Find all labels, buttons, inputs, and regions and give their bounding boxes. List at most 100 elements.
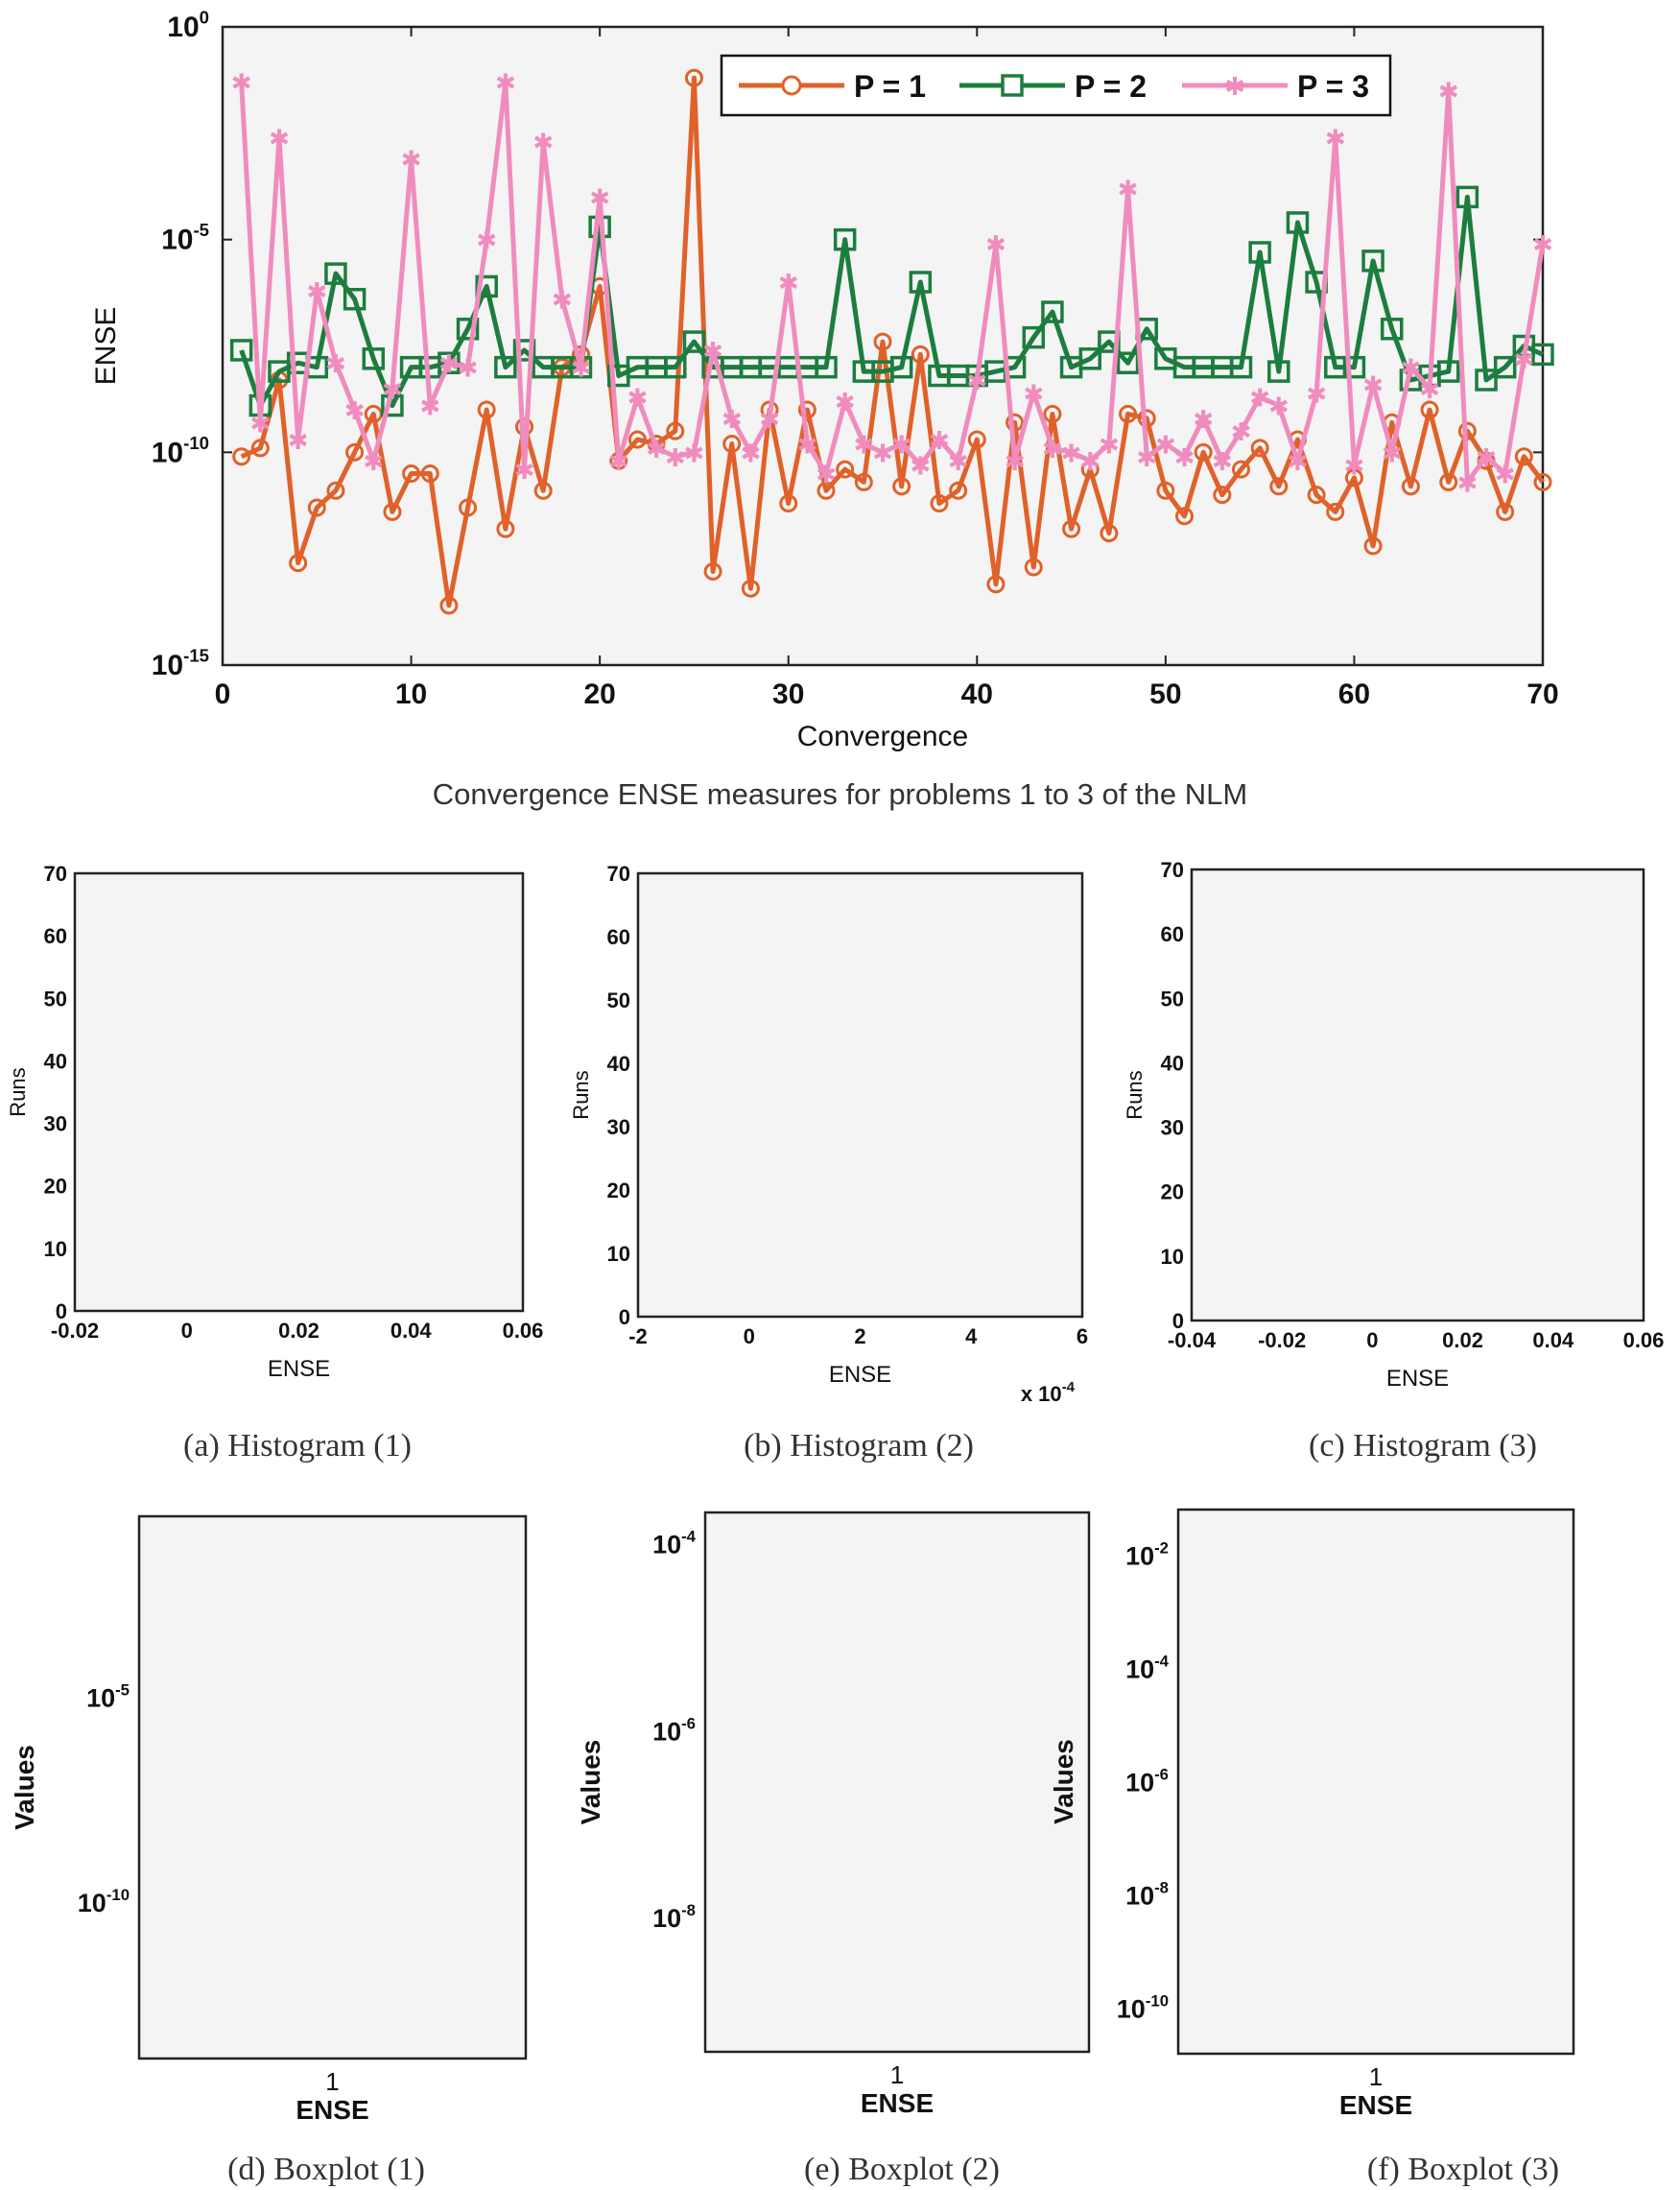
point-p3: ✱ [1118,176,1139,204]
y-tick-label: 10-2 [1125,1538,1169,1570]
point-p1 [703,561,722,581]
y-tick-label: 0 [1172,1309,1184,1333]
y-axis-label: Values [576,1740,605,1825]
point-p3: ✱ [835,389,856,417]
point-p1 [986,575,1006,594]
point-p1 [627,430,647,449]
point-p2 [1248,241,1271,264]
y-tick-label: 100 [167,8,209,44]
caption-boxplot-1: (d) Boxplot (1) [227,2152,425,2187]
x-tick-label: 0.04 [390,1319,433,1343]
point-p2 [1493,355,1517,379]
y-tick-label: 60 [1161,922,1184,946]
x-tick-label: 4 [965,1324,978,1348]
point-p1 [232,447,251,466]
y-tick-label: 10-4 [652,1527,697,1559]
point-p3: ✱ [1325,125,1346,154]
caption-histogram-1: (a) Histogram (1) [183,1428,412,1464]
point-p3: ✱ [1099,431,1120,460]
point-p1 [1156,481,1175,500]
point-p3: ✱ [1513,346,1534,375]
point-p3: ✱ [1288,448,1309,477]
y-tick-label: 10-6 [1125,1765,1169,1797]
point-p3: ✱ [325,350,346,379]
x-tick-label: 50 [1149,678,1181,710]
caption-boxplot-3: (f) Boxplot (3) [1366,2152,1560,2187]
point-p1 [741,579,760,598]
point-p2 [343,287,367,311]
point-p2 [494,355,517,379]
x-multiplier-label: x 10-4 [1021,1379,1076,1406]
point-p2 [324,262,347,285]
point-p3: ✱ [1532,231,1553,260]
point-p1 [1307,486,1326,505]
x-tick-label: 0.02 [1442,1328,1483,1352]
point-p1 [797,400,816,419]
point-p3: ✱ [1174,444,1195,473]
series-line-p1 [240,75,1546,608]
main-caption: Convergence ENSE measures for problems 1… [432,777,1248,811]
y-tick-label: 70 [1161,858,1184,882]
point-p2 [1361,250,1384,273]
point-p3: ✱ [1212,448,1233,477]
point-p1 [383,502,402,521]
point-p2 [682,330,706,353]
point-p3: ✱ [532,130,554,158]
histogram-plot-area [73,871,525,1313]
point-p1 [1006,413,1025,432]
point-p3: ✱ [438,350,460,379]
point-p1 [289,554,308,573]
point-p1 [1326,502,1345,521]
point-p3: ✱ [249,410,271,439]
point-p2 [1342,355,1366,379]
caption-histogram-3: (c) Histogram (3) [1309,1428,1537,1464]
x-tick-label: 0 [1366,1328,1378,1352]
point-p2 [512,339,536,362]
y-tick-label: 60 [44,924,67,948]
caption-histogram-2: (b) Histogram (2) [744,1428,974,1464]
point-p2 [1436,360,1460,383]
legend-label: P = 3 [1297,69,1369,104]
point-p2 [815,355,838,379]
point-p3: ✱ [495,70,516,99]
point-p1 [930,494,949,513]
point-p2 [1531,343,1554,367]
point-p2 [229,339,253,362]
point-p3: ✱ [1362,371,1384,400]
point-p3: ✱ [589,184,610,213]
point-p1 [1363,536,1383,556]
y-tick-label: 10-8 [652,1901,696,1933]
point-p1 [439,596,459,615]
point-p3: ✱ [1401,355,1422,384]
x-tick-label: 0.02 [278,1319,319,1343]
x-axis-label: Convergence [797,721,968,752]
point-p3: ✱ [759,406,780,435]
x-axis-label: ENSE [1339,2090,1412,2120]
x-axis-label: ENSE [296,2095,368,2125]
point-p3: ✱ [966,368,987,396]
point-p1 [722,434,742,453]
point-p3: ✱ [684,440,705,468]
x-tick-label: 0.06 [1623,1328,1665,1352]
convergence-chart: 0 10 20 30 40 50 60 70 100 10-5 10-10 10-15 Converge… [90,8,1559,753]
point-p3: ✱ [1306,380,1327,409]
point-p3: ✱ [401,146,422,175]
point-p1 [326,481,345,500]
point-p3: ✱ [269,125,290,154]
y-tick-label: 20 [1161,1180,1184,1204]
y-tick-label: 70 [44,862,67,886]
point-p1 [854,472,873,491]
point-p1 [647,434,666,453]
point-p1 [1043,404,1062,423]
point-p3: ✱ [929,427,950,456]
x-tick-label: 0 [181,1319,193,1343]
x-axis-label: ENSE [829,1362,891,1388]
x-tick-label: 70 [1526,678,1558,710]
point-p3: ✱ [1382,440,1403,468]
point-p1 [1269,477,1289,496]
point-p2 [1286,211,1310,234]
point-p3: ✱ [910,453,931,482]
x-tick-label: 10 [395,678,427,710]
point-p1 [1175,507,1195,526]
